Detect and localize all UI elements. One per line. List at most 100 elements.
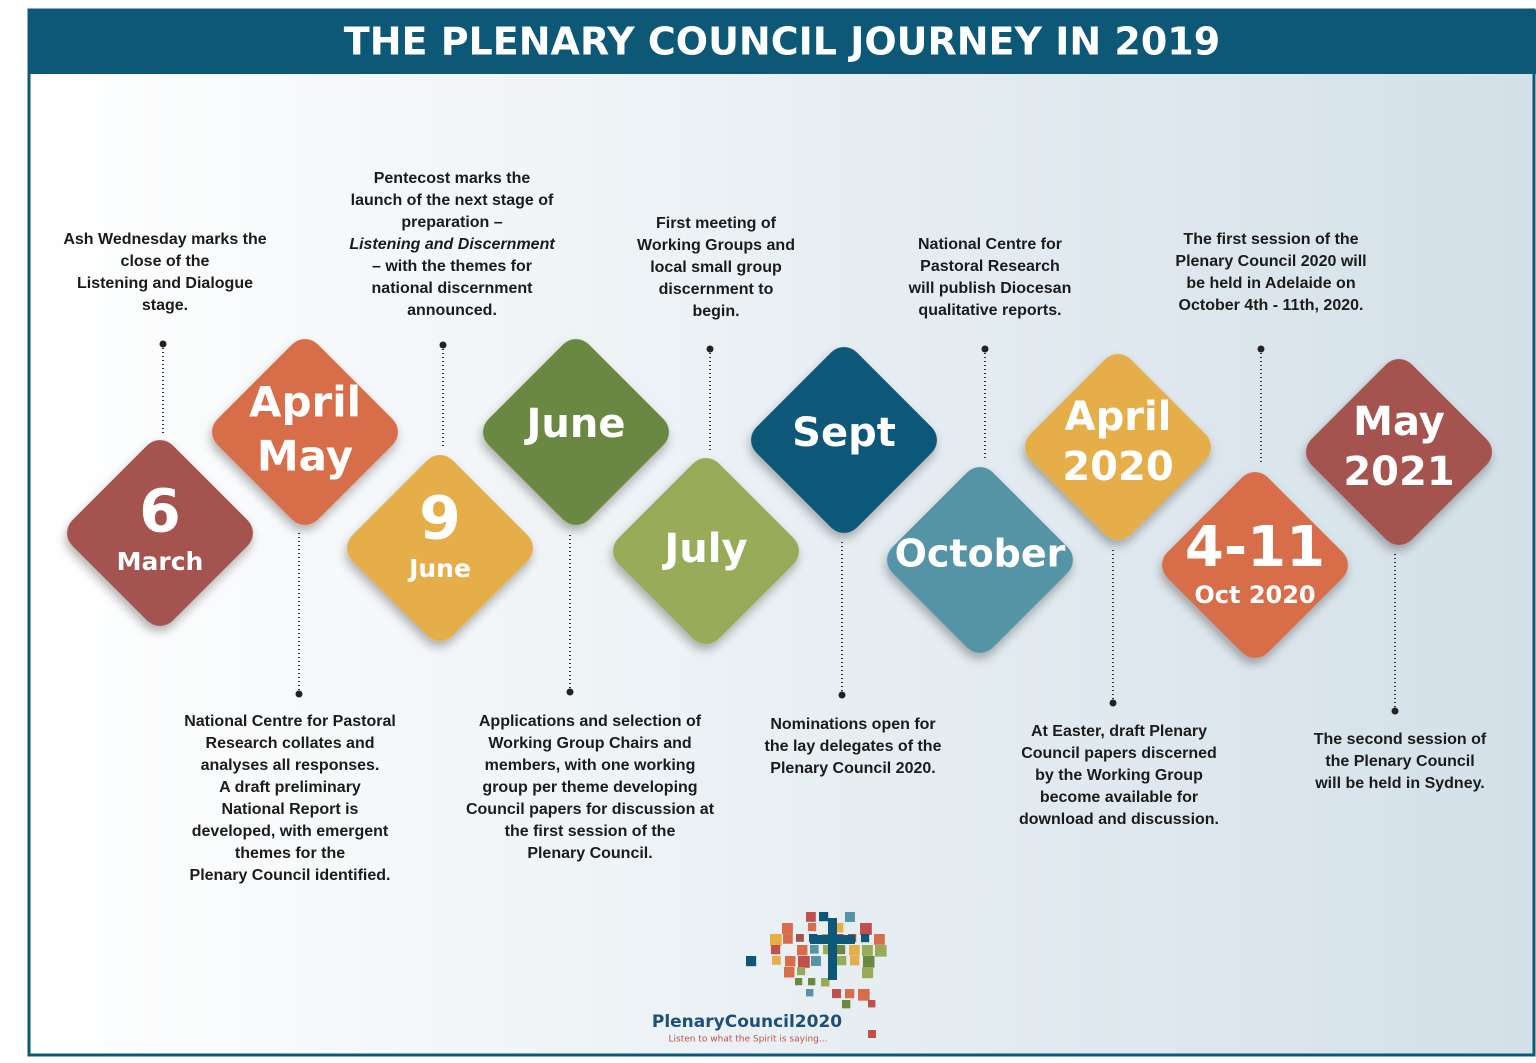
description-line: Plenary Council. xyxy=(527,845,652,862)
connector-dot xyxy=(1391,707,1399,715)
date-label: April xyxy=(249,378,361,427)
description-line: begin. xyxy=(692,303,739,320)
connector-dot xyxy=(295,690,303,698)
date-label: 2021 xyxy=(1343,449,1454,495)
logo-tile xyxy=(832,989,842,999)
date-diamond xyxy=(67,440,253,626)
description-line: announced. xyxy=(407,302,497,319)
description-line: National Centre for Pastoral xyxy=(184,713,396,730)
date-label: May xyxy=(257,432,353,481)
logo-tile xyxy=(862,967,874,979)
date-diamond xyxy=(751,347,937,533)
title: THE PLENARY COUNCIL JOURNEY IN 2019 xyxy=(344,20,1220,64)
description-line: – with the themes for xyxy=(372,258,532,275)
logo-tile xyxy=(797,967,806,976)
date-label: Sept xyxy=(792,410,896,456)
description-line: Pastoral Research xyxy=(920,258,1060,275)
logo-tile xyxy=(834,923,844,933)
logo-tile xyxy=(845,912,855,922)
description-line: A draft preliminary xyxy=(219,779,361,796)
logo-tile xyxy=(772,956,781,965)
description-line: members, with one working xyxy=(485,757,696,774)
logo-tile xyxy=(874,934,885,945)
date-label: 6 xyxy=(139,477,181,547)
logo-tile xyxy=(875,945,887,957)
description-line: At Easter, draft Plenary xyxy=(1031,723,1207,740)
description-line: Plenary Council identified. xyxy=(190,867,391,884)
description-line: developed, with emergent xyxy=(192,823,389,840)
date-label: October xyxy=(895,532,1066,576)
connector-dot xyxy=(981,345,989,353)
date-label: 4-11 xyxy=(1185,515,1325,580)
connector-dot xyxy=(1257,345,1265,353)
date-diamond xyxy=(483,339,669,525)
logo-tile xyxy=(771,945,781,955)
description-line: the lay delegates of the xyxy=(765,738,942,755)
date-diamond xyxy=(212,339,398,525)
description-line: Ash Wednesday marks the xyxy=(63,231,266,248)
connector-dot xyxy=(566,688,574,696)
logo-tile xyxy=(796,934,804,942)
description-line: the first session of the xyxy=(505,823,676,840)
logo-tile xyxy=(810,945,819,954)
logo-tile xyxy=(806,912,816,922)
logo-tile xyxy=(797,945,808,956)
logo-tile xyxy=(861,934,870,943)
description-line: Working Group Chairs and xyxy=(488,735,691,752)
date-diamond xyxy=(347,455,533,641)
date-diamond xyxy=(887,467,1073,653)
logo-tile xyxy=(837,956,847,966)
logo-mosaic xyxy=(746,912,887,1038)
description-line: become available for xyxy=(1040,789,1198,806)
connector-dot xyxy=(1109,699,1117,707)
description-line: stage. xyxy=(142,297,188,314)
logo-tile xyxy=(782,923,793,934)
description-line: Listening and Dialogue xyxy=(77,275,253,292)
logo-tile xyxy=(862,945,873,956)
description-line: Plenary Council 2020 will xyxy=(1175,253,1366,270)
description-line: close of the xyxy=(121,253,210,270)
description-line: group per theme developing xyxy=(482,779,697,796)
description-line: discernment to xyxy=(659,281,774,298)
description-line: National Centre for xyxy=(918,236,1062,253)
description-line: download and discussion. xyxy=(1019,811,1219,828)
logo-tile xyxy=(868,1030,876,1038)
date-label: 2020 xyxy=(1062,444,1173,490)
logo-tagline: Listen to what the Spirit is saying... xyxy=(669,1035,828,1045)
logo-tile xyxy=(795,978,803,986)
description-line: Council papers for discussion at xyxy=(466,801,715,818)
logo-tile xyxy=(806,989,814,997)
description-line: will be held in Sydney. xyxy=(1314,775,1485,792)
description-line: analyses all responses. xyxy=(201,757,380,774)
description-line: national discernment xyxy=(372,280,534,297)
logo-tile xyxy=(821,978,830,987)
connector-dot xyxy=(439,341,447,349)
date-label: June xyxy=(407,554,471,583)
logo-tile xyxy=(850,956,860,966)
logo-tile xyxy=(849,945,860,956)
logo-tile xyxy=(798,956,810,968)
logo-tile xyxy=(858,989,870,1001)
connector-dot xyxy=(838,691,846,699)
logo-cross xyxy=(828,918,837,980)
description-line: by the Working Group xyxy=(1035,767,1203,784)
date-label: June xyxy=(524,401,626,447)
logo-tile xyxy=(845,989,855,999)
date-diamond xyxy=(613,458,799,644)
logo-tile xyxy=(808,978,816,986)
description-line: be held in Adelaide on xyxy=(1186,275,1355,292)
date-label: April xyxy=(1065,394,1172,440)
logo-tile xyxy=(785,956,796,967)
logo-cross xyxy=(810,935,855,944)
logo-tile xyxy=(842,1000,851,1009)
logo-name: PlenaryCouncil2020 xyxy=(652,1012,842,1032)
description-line: Research collates and xyxy=(206,735,375,752)
description-line: Pentecost marks the xyxy=(374,170,531,187)
description-line: local small group xyxy=(650,259,782,276)
logo-tile xyxy=(819,912,829,922)
logo-tile xyxy=(808,923,817,932)
date-diamond xyxy=(1162,472,1348,658)
connector-dot xyxy=(706,345,714,353)
